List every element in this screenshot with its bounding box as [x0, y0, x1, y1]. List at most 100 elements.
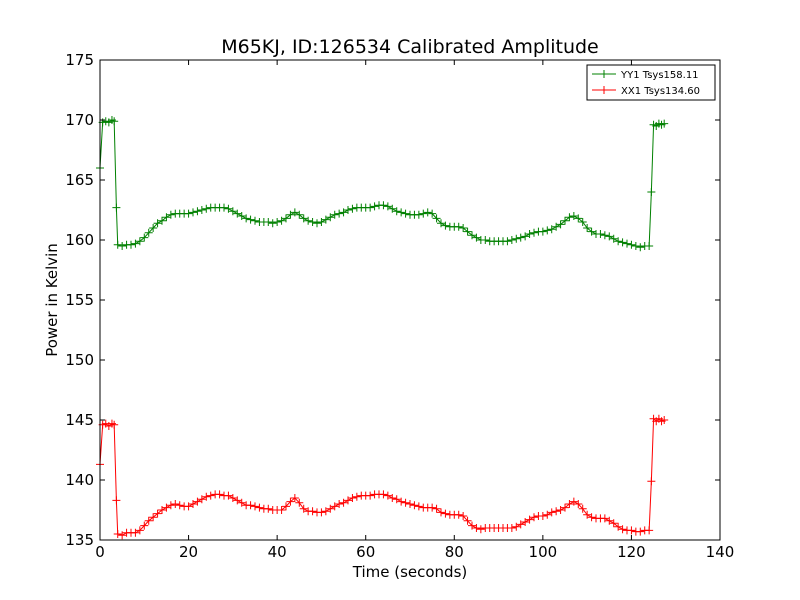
- data-point-yy1: [189, 208, 197, 217]
- data-point-xx1: [162, 503, 171, 512]
- data-point-yy1: [321, 215, 330, 224]
- data-point-xx1: [202, 492, 211, 501]
- y-tick-label: 165: [65, 171, 94, 189]
- data-point-xx1: [379, 490, 388, 499]
- data-point-yy1: [251, 216, 259, 225]
- data-point-yy1: [627, 240, 636, 249]
- data-point-xx1: [140, 521, 149, 530]
- data-point-yy1: [131, 239, 140, 248]
- data-point-yy1: [636, 243, 645, 252]
- data-point-yy1: [565, 213, 574, 222]
- data-point-yy1: [596, 230, 605, 238]
- data-point-yy1: [645, 242, 654, 250]
- data-point-yy1: [326, 213, 335, 222]
- data-point-xx1: [552, 507, 561, 516]
- data-point-xx1: [441, 509, 450, 518]
- data-point-yy1: [578, 218, 587, 226]
- plot-frame: [99, 59, 721, 541]
- data-point-xx1: [228, 494, 237, 502]
- data-point-yy1: [614, 237, 623, 246]
- data-point-xx1: [388, 494, 397, 502]
- data-point-xx1: [530, 513, 538, 522]
- data-point-xx1: [255, 503, 264, 512]
- data-point-yy1: [344, 206, 352, 214]
- data-point-yy1: [135, 237, 144, 246]
- legend-label-yy1: YY1 Tsys158.11: [620, 70, 699, 81]
- data-point-xx1: [525, 515, 534, 524]
- data-point-yy1: [468, 231, 476, 240]
- data-point-xx1: [512, 522, 521, 531]
- data-point-xx1: [335, 500, 344, 508]
- data-point-yy1: [348, 204, 357, 213]
- x-tick-label: 140: [706, 543, 735, 561]
- data-point-yy1: [233, 209, 242, 218]
- data-point-yy1: [561, 216, 569, 225]
- data-point-xx1: [118, 531, 127, 540]
- data-point-yy1: [112, 203, 121, 212]
- data-point-yy1: [144, 228, 153, 237]
- data-point-yy1: [286, 210, 295, 219]
- data-point-yy1: [242, 214, 251, 223]
- data-point-xx1: [290, 494, 299, 502]
- data-point-xx1: [233, 496, 242, 505]
- y-tick-label: 135: [65, 531, 94, 549]
- data-point-yy1: [660, 119, 669, 128]
- data-point-xx1: [647, 477, 656, 486]
- data-point-yy1: [512, 234, 521, 243]
- data-point-xx1: [574, 500, 583, 508]
- data-point-yy1: [623, 239, 631, 248]
- data-point-yy1: [304, 216, 313, 225]
- data-point-xx1: [561, 503, 569, 512]
- data-point-xx1: [627, 526, 636, 535]
- data-point-xx1: [605, 516, 614, 525]
- data-point-xx1: [264, 504, 273, 513]
- x-tick-label: 80: [445, 543, 464, 561]
- data-point-yy1: [516, 233, 525, 242]
- data-point-xx1: [587, 513, 596, 522]
- data-point-xx1: [538, 512, 547, 520]
- data-point-yy1: [313, 219, 321, 228]
- data-point-yy1: [583, 224, 592, 232]
- data-point-yy1: [264, 218, 273, 226]
- data-point-xx1: [660, 416, 669, 424]
- data-point-xx1: [277, 506, 286, 514]
- data-point-xx1: [432, 504, 441, 513]
- data-point-xx1: [330, 502, 339, 511]
- data-point-xx1: [344, 496, 352, 505]
- data-point-xx1: [521, 518, 530, 526]
- data-point-yy1: [162, 213, 171, 222]
- data-point-xx1: [112, 496, 121, 505]
- data-point-xx1: [578, 504, 587, 513]
- data-point-xx1: [158, 506, 166, 514]
- data-point-yy1: [290, 208, 299, 217]
- data-point-xx1: [144, 516, 153, 525]
- data-point-yy1: [228, 207, 237, 216]
- data-point-xx1: [215, 490, 224, 499]
- data-point-yy1: [605, 232, 614, 241]
- x-tick-label: 20: [179, 543, 198, 561]
- y-tick-label: 155: [65, 291, 94, 309]
- data-point-xx1: [397, 497, 406, 506]
- data-point-xx1: [348, 494, 357, 502]
- data-point-yy1: [339, 208, 348, 217]
- legend-marker-xx1: [600, 86, 608, 94]
- data-point-yy1: [552, 222, 561, 231]
- y-axis-label: Power in Kelvin: [43, 243, 61, 357]
- legend-marker-yy1: [600, 70, 608, 78]
- data-point-yy1: [113, 240, 122, 249]
- data-point-yy1: [330, 210, 339, 219]
- data-point-xx1: [428, 503, 437, 512]
- plot-area: [100, 60, 720, 540]
- data-point-xx1: [206, 491, 215, 500]
- x-tick-label: 100: [529, 543, 558, 561]
- data-point-yy1: [543, 226, 552, 235]
- data-point-xx1: [321, 507, 330, 516]
- data-point-xx1: [184, 502, 193, 511]
- data-point-xx1: [282, 502, 290, 511]
- data-point-yy1: [401, 209, 410, 218]
- data-point-xx1: [153, 509, 162, 518]
- data-point-yy1: [308, 218, 317, 226]
- data-point-yy1: [432, 214, 441, 223]
- series-layer: [96, 116, 669, 540]
